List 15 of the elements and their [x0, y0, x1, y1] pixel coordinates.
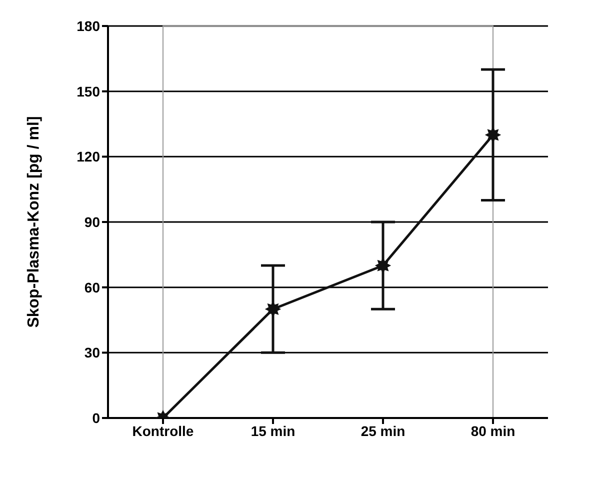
y-tick-label: 120 — [76, 148, 100, 165]
point — [266, 302, 280, 317]
x-tick-label: Kontrolle — [132, 422, 194, 439]
y-tick-label: 90 — [84, 214, 100, 230]
y-axis-title: Skop-Plasma-Konz [pg / ml] — [26, 116, 43, 328]
y-tick-label: 0 — [92, 410, 100, 426]
x-tick-label: 25 min — [360, 422, 406, 439]
point — [376, 258, 390, 274]
y-tick-label: 150 — [76, 83, 100, 100]
x-tick-label: 15 min — [250, 422, 296, 439]
x-tick-label: 80 min — [470, 422, 516, 439]
point — [486, 127, 500, 142]
y-tick-label: 60 — [84, 279, 100, 296]
y-tick-label: 30 — [84, 344, 100, 361]
y-tick-label: 180 — [76, 18, 100, 34]
